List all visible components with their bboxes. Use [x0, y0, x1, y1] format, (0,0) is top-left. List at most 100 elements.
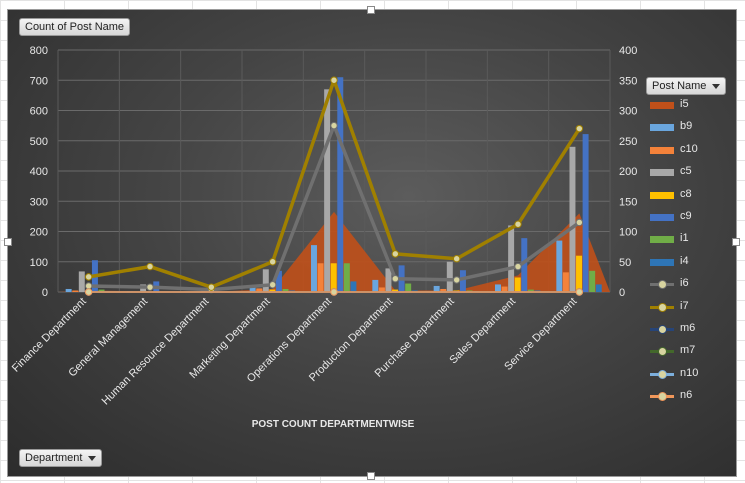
bar-i1: [589, 270, 596, 292]
chart-resize-handle-right[interactable]: [732, 238, 740, 246]
bar-i1: [405, 283, 412, 292]
legend-label: m7: [680, 344, 696, 357]
chart-legend: i5 b9 c10 c5 c8 c9 i1 i4 i6 i7 m6 m7 n10 n6: [650, 96, 730, 409]
line-marker-i6: [268, 281, 277, 289]
legend-item-i1: i1: [650, 230, 730, 252]
bar-c5: [508, 225, 515, 292]
bar-c5: [446, 261, 453, 292]
bar-i1: [466, 290, 473, 292]
bar-b9: [556, 240, 563, 292]
bar-i1: [527, 289, 534, 292]
bar-i4: [350, 281, 357, 292]
line-marker-i6: [146, 283, 154, 291]
bar-b9: [65, 288, 72, 292]
bar-i4: [411, 290, 418, 292]
bar-c10: [256, 288, 263, 292]
y2-axis-tick-label: 150: [619, 196, 637, 208]
line-marker-i6: [391, 274, 400, 283]
bar-c8: [514, 277, 521, 292]
bar-i4: [534, 290, 541, 292]
legend-marker: [658, 280, 667, 290]
bar-c8: [453, 290, 460, 292]
area-series-i5: [58, 211, 610, 292]
bar-c5: [201, 290, 208, 292]
chevron-down-icon[interactable]: [88, 455, 97, 461]
y2-axis-tick-label: 200: [619, 166, 637, 178]
legend-marker: [658, 347, 667, 357]
legend-item-i7: i7: [650, 298, 730, 320]
line-marker-i7: [146, 262, 154, 271]
legend-item-c10: c10: [650, 141, 730, 163]
y-axis-tick-label: 800: [30, 45, 48, 57]
legend-color-swatch: [650, 236, 674, 244]
line-marker-i6: [575, 218, 584, 227]
line-marker-i7: [452, 255, 461, 263]
bar-i4: [595, 284, 602, 292]
chart-resize-handle-bottom[interactable]: [367, 472, 375, 480]
chart-title: POST COUNT DEPARTMENTWISE: [252, 419, 415, 430]
bar-c5: [324, 89, 331, 292]
bar-i1: [282, 288, 289, 292]
legend-label: b9: [680, 120, 693, 133]
y-axis-tick-label: 600: [30, 106, 48, 118]
legend-label: i4: [680, 254, 689, 267]
legend-color-swatch: [650, 146, 674, 154]
legend-marker: [658, 392, 667, 402]
bar-c10: [562, 272, 569, 292]
chart-resize-handle-left[interactable]: [4, 238, 12, 246]
bar-i1: [343, 263, 350, 292]
legend-item-c5: c5: [650, 163, 730, 185]
legend-item-n10: n10: [650, 365, 730, 387]
bar-c9: [459, 270, 466, 292]
bar-b9: [311, 245, 317, 292]
legend-label: m6: [680, 321, 696, 334]
line-marker-i7: [268, 258, 277, 266]
y2-axis-tick-label: 250: [619, 136, 637, 148]
y-axis-tick-label: 400: [30, 166, 48, 178]
line-marker-i7: [330, 76, 338, 84]
legend-item-i4: i4: [650, 253, 730, 275]
field-button-values-label: Count of Post Name: [25, 21, 125, 33]
y-axis-tick-label: 0: [42, 287, 48, 299]
pivot-chart[interactable]: [7, 9, 737, 477]
y-axis-tick-label: 300: [30, 196, 48, 208]
y2-axis-tick-label: 350: [619, 75, 637, 87]
bar-b9: [433, 285, 440, 292]
bar-c10: [501, 286, 508, 292]
legend-color-swatch: [650, 191, 674, 199]
bar-c9: [521, 238, 528, 292]
legend-label: i5: [680, 98, 689, 110]
line-marker-i7: [575, 124, 584, 133]
field-button-values[interactable]: Count of Post Name: [19, 18, 131, 36]
line-marker-i7: [514, 220, 522, 228]
legend-color-swatch: [650, 102, 674, 109]
legend-item-m7: m7: [650, 342, 730, 364]
legend-marker: [658, 324, 667, 334]
y-axis-tick-label: 100: [30, 257, 48, 269]
legend-label: n10: [680, 366, 699, 379]
y2-axis-tick-label: 0: [619, 287, 625, 299]
bar-c10: [72, 290, 79, 292]
line-marker-n6: [84, 288, 93, 296]
legend-label: c5: [680, 165, 692, 178]
bar-c10: [378, 287, 385, 292]
bar-c8: [330, 263, 337, 292]
line-series: [84, 76, 584, 296]
line-marker-i6: [330, 121, 338, 130]
bar-c10: [317, 263, 324, 292]
bar-c10: [440, 288, 447, 292]
field-button-legend[interactable]: Post Name: [646, 77, 727, 95]
legend-label: c8: [680, 187, 692, 200]
field-button-axis[interactable]: Department: [19, 449, 103, 467]
chevron-down-icon[interactable]: [712, 83, 721, 89]
x-axis-tick-label: Human Resource Department: [100, 296, 212, 408]
field-button-axis-label: Department: [25, 452, 83, 464]
legend-label: n6: [680, 389, 693, 402]
chart-resize-handle-top[interactable]: [367, 6, 375, 14]
line-marker-i6: [514, 262, 522, 271]
bar-c5: [78, 271, 85, 292]
y-axis-tick-label: 700: [30, 75, 48, 87]
bar-c5: [385, 268, 392, 292]
bar-c9: [275, 270, 282, 292]
